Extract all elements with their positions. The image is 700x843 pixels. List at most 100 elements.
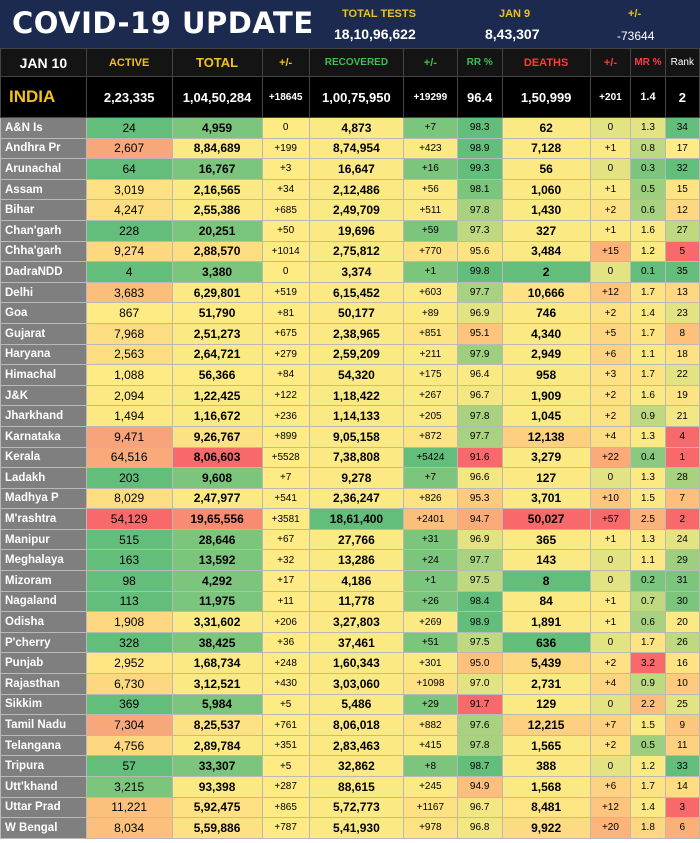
total-tests-value: 18,10,96,622 [334, 26, 416, 42]
state-name: Tamil Nadu [0, 714, 87, 736]
rr-cell: 98.1 [456, 178, 503, 201]
active-cell: 2,607 [85, 137, 173, 160]
state-name: Gujarat [0, 322, 87, 345]
rr-cell: 96.8 [456, 817, 503, 839]
state-name: Goa [0, 302, 87, 324]
recovered-cell: 2,12,486 [308, 178, 405, 201]
deaths-change-cell: 0 [589, 755, 632, 777]
recovered-cell: 3,374 [308, 261, 405, 283]
table-row: Goa 867 51,790 +81 50,177 +89 96.9 746 +2 1.4 23 [0, 302, 700, 324]
recovered-cell: 8,74,954 [308, 137, 405, 160]
india-rr: 96.4 [456, 76, 503, 118]
total-change-cell: +5 [261, 755, 310, 777]
mr-cell: 1.5 [630, 487, 666, 510]
recovered-change-cell: +882 [403, 714, 458, 736]
rank-cell: 29 [664, 549, 700, 572]
rank-cell: 22 [664, 364, 700, 386]
mr-cell: 1.4 [630, 796, 666, 819]
deaths-change-cell: +6 [589, 343, 632, 366]
rank-cell: 9 [664, 714, 700, 736]
table-row: Karnataka 9,471 9,26,767 +899 9,05,158 +872 97… [0, 425, 700, 448]
total-change-cell: +279 [261, 343, 310, 366]
total-cell: 1,16,672 [171, 405, 263, 427]
table-row: Andhra Pr 2,607 8,84,689 +199 8,74,954 +423 98… [0, 137, 700, 160]
rank-header: Rank [664, 48, 700, 77]
recovered-change-cell: +24 [403, 549, 458, 572]
deaths-cell: 1,891 [501, 611, 591, 633]
mr-cell: 1.7 [630, 322, 666, 345]
india-active: 2,23,335 [85, 76, 173, 118]
total-change-cell: +34 [261, 178, 310, 201]
rr-cell: 96.9 [456, 528, 503, 551]
total-cell: 2,16,565 [171, 178, 263, 201]
recovered-change-cell: +26 [403, 590, 458, 613]
mr-cell: 0.9 [630, 673, 666, 695]
table-row: Gujarat 7,968 2,51,273 +675 2,38,965 +851 95.1… [0, 322, 700, 345]
state-name: Meghalaya [0, 549, 87, 572]
mr-cell: 1.7 [630, 631, 666, 654]
rank-cell: 24 [664, 528, 700, 551]
total-change-cell: +787 [261, 817, 310, 839]
rank-cell: 35 [664, 261, 700, 283]
recovered-change-header: +/- [403, 48, 458, 77]
mr-cell: 0.9 [630, 405, 666, 427]
rank-cell: 31 [664, 570, 700, 592]
recovered-change-cell: +89 [403, 302, 458, 324]
mr-cell: 1.5 [630, 714, 666, 736]
rr-cell: 97.5 [456, 631, 503, 654]
recovered-cell: 50,177 [308, 302, 405, 324]
rank-cell: 33 [664, 755, 700, 777]
rank-cell: 12 [664, 199, 700, 221]
rr-cell: 96.6 [456, 467, 503, 489]
state-name: Manipur [0, 528, 87, 551]
total-change-cell: +11 [261, 590, 310, 613]
active-cell: 1,494 [85, 405, 173, 427]
rank-cell: 27 [664, 219, 700, 242]
rank-cell: 30 [664, 590, 700, 613]
table-row: Meghalaya 163 13,592 +32 13,286 +24 97.7 143 0 1.… [0, 549, 700, 572]
deaths-cell: 5,439 [501, 652, 591, 675]
deaths-cell: 12,215 [501, 714, 591, 736]
date-label: JAN 9 [499, 8, 531, 20]
deaths-cell: 7,128 [501, 137, 591, 160]
state-name: Himachal [0, 364, 87, 386]
rank-cell: 13 [664, 281, 700, 304]
total-cell: 4,959 [171, 117, 263, 139]
mr-cell: 1.7 [630, 281, 666, 304]
recovered-cell: 8,06,018 [308, 714, 405, 736]
recovered-change-cell: +31 [403, 528, 458, 551]
active-cell: 113 [85, 590, 173, 613]
india-recovered: 1,00,75,950 [308, 76, 405, 118]
state-name: A&N Is [0, 117, 87, 139]
total-cell: 33,307 [171, 755, 263, 777]
total-cell: 4,292 [171, 570, 263, 592]
recovered-cell: 7,38,808 [308, 446, 405, 469]
total-change-cell: +32 [261, 549, 310, 572]
total-tests-label: TOTAL TESTS [342, 8, 416, 20]
deaths-cell: 1,565 [501, 734, 591, 757]
india-deaths-change: +201 [589, 76, 632, 118]
active-cell: 3,683 [85, 281, 173, 304]
total-change-cell: +7 [261, 467, 310, 489]
india-label: INDIA [0, 76, 87, 118]
active-cell: 203 [85, 467, 173, 489]
table-row: M'rashtra 54,129 19,65,556 +3581 18,61,400 +2… [0, 508, 700, 530]
rank-cell: 19 [664, 384, 700, 407]
active-cell: 2,563 [85, 343, 173, 366]
state-name: Haryana [0, 343, 87, 366]
recovered-change-cell: +1167 [403, 796, 458, 819]
mr-cell: 1.4 [630, 302, 666, 324]
recovered-change-cell: +423 [403, 137, 458, 160]
deaths-change-cell: +7 [589, 714, 632, 736]
recovered-cell: 32,862 [308, 755, 405, 777]
total-cell: 3,31,602 [171, 611, 263, 633]
table-row: DadraNDD 4 3,380 0 3,374 +1 99.8 2 0 0.1 35 [0, 261, 700, 283]
total-change-cell: +199 [261, 137, 310, 160]
table-row: Tamil Nadu 7,304 8,25,537 +761 8,06,018 +882 9… [0, 714, 700, 736]
rr-cell: 98.7 [456, 755, 503, 777]
rank-cell: 17 [664, 137, 700, 160]
deaths-change-cell: +15 [589, 240, 632, 263]
recovered-change-cell: +175 [403, 364, 458, 386]
rank-cell: 2 [664, 508, 700, 530]
total-cell: 38,425 [171, 631, 263, 654]
